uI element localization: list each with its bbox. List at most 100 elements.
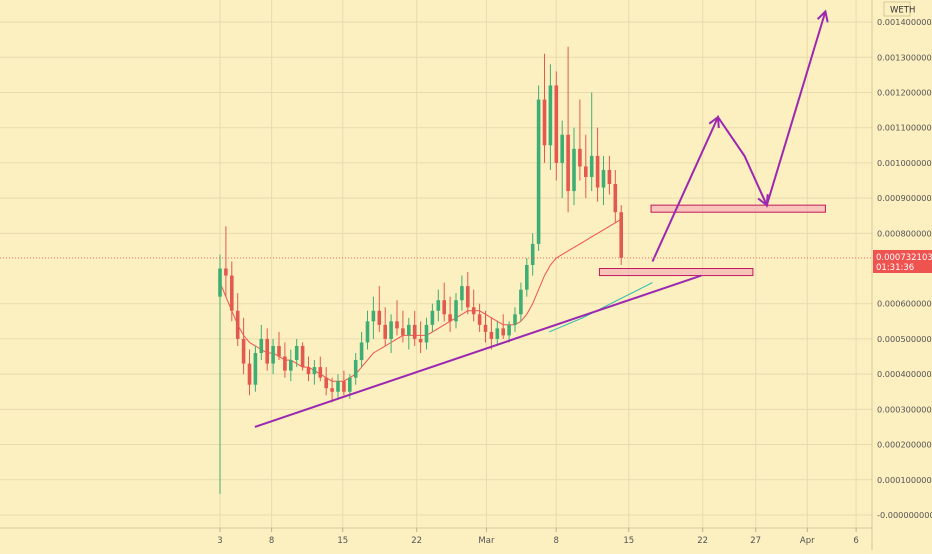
candle-body — [489, 331, 494, 339]
drawings — [254, 9, 829, 428]
candle-body — [430, 310, 435, 325]
candle-body — [566, 134, 570, 192]
symbol-badge[interactable]: WETH — [883, 1, 915, 17]
time-axis[interactable]: 3 8 15 22 Mar 8 15 22 27 Apr 6 — [217, 528, 859, 546]
candle-body — [407, 324, 411, 336]
candles — [218, 46, 623, 494]
time-axis-tick-label: 15 — [337, 536, 348, 546]
time-axis-tick-label: 15 — [623, 536, 634, 546]
time-axis-tick-label: 6 — [853, 536, 858, 546]
candle-body — [519, 289, 523, 315]
candle-body — [277, 345, 281, 357]
candle-body — [471, 307, 476, 315]
price-axis-tick-label: 0.0013000000 — [877, 52, 932, 62]
candle-body — [501, 328, 505, 336]
candle-body — [359, 342, 364, 361]
candle-body — [495, 328, 500, 339]
candle-body — [424, 324, 429, 343]
time-axis-tick-label: Mar — [478, 536, 495, 546]
candle-body — [271, 345, 275, 364]
candle-body — [294, 345, 299, 361]
price-axis-tick-label: 0.0006000000 — [877, 299, 932, 309]
grid-lines — [0, 0, 873, 550]
candle-body — [607, 169, 612, 185]
arrow-head — [708, 115, 720, 129]
candle-body — [224, 268, 228, 276]
moving-average-teal-line — [549, 282, 653, 333]
candle-body — [525, 265, 529, 290]
candle-body — [395, 321, 399, 329]
candle-body — [466, 286, 470, 308]
candle-body — [454, 300, 458, 322]
candle-body — [353, 360, 358, 378]
candle-body — [318, 367, 323, 378]
candle-body — [324, 377, 328, 389]
candle-body — [253, 353, 258, 385]
candle-body — [601, 169, 606, 188]
time-axis-tick-label: 22 — [697, 536, 708, 546]
price-axis-tick-label: 0.0010000000 — [877, 158, 932, 168]
candle-body — [342, 381, 346, 392]
price-axis-tick-label: 0.0008000000 — [877, 228, 932, 238]
price-axis-tick-label: 0.0003000000 — [877, 404, 932, 414]
time-axis-tick-label: 22 — [411, 536, 422, 546]
candle-body — [330, 388, 334, 392]
price-axis[interactable]: 0.0014000000 0.0013000000 0.0012000000 0.00… — [877, 17, 932, 520]
arrow-head — [757, 194, 769, 208]
candle-body — [619, 212, 623, 258]
candle-body — [448, 314, 452, 322]
candle-body — [513, 314, 517, 325]
candle-body — [230, 275, 234, 311]
candle-body — [613, 184, 618, 213]
arrow-head — [816, 9, 829, 23]
candle-body — [412, 324, 417, 339]
candle-body — [241, 338, 246, 364]
price-axis-tick-label: 0.0012000000 — [877, 87, 932, 97]
candle-body — [595, 155, 600, 188]
time-axis-tick-label: 8 — [269, 536, 274, 546]
target-zone — [650, 204, 826, 213]
candle-body — [554, 85, 559, 163]
price-tag-countdown: 01:31:36 — [876, 263, 914, 273]
symbol-badge-box — [883, 1, 911, 17]
candle-body — [442, 300, 446, 315]
candle-body — [477, 314, 482, 325]
candle-body — [336, 381, 340, 392]
candle-body — [542, 99, 547, 146]
candle-body — [401, 328, 405, 336]
candle-body — [218, 268, 222, 297]
price-tag-value: 0.0007321030 — [876, 253, 932, 263]
candle-body — [389, 321, 393, 339]
target-zone — [598, 268, 754, 277]
candle-body — [507, 324, 511, 336]
candle-body — [584, 166, 588, 177]
candle-body — [235, 310, 240, 339]
price-axis-tick-label: 0.0009000000 — [877, 193, 932, 203]
candle-body — [259, 338, 264, 354]
price-axis-tick-label: 0.0005000000 — [877, 334, 932, 344]
candle-body — [300, 345, 305, 368]
price-axis-tick-label: 0.0004000000 — [877, 369, 932, 379]
price-axis-tick-label: -0.0000000000 — [877, 510, 932, 520]
candle-body — [348, 377, 352, 392]
candle-body — [365, 321, 370, 343]
candle-body — [572, 148, 576, 192]
candle-body — [383, 324, 387, 339]
candle-body — [530, 243, 535, 265]
candle-body — [371, 310, 376, 322]
candle-body — [560, 134, 564, 163]
time-axis-tick-label: Apr — [800, 536, 815, 546]
candle-body — [377, 310, 382, 325]
price-tag: 0.0007321030 01:31:36 — [873, 250, 932, 273]
price-axis-tick-label: 0.0011000000 — [877, 123, 932, 133]
candle-body — [460, 286, 464, 301]
symbol-label: WETH — [890, 6, 915, 16]
candle-body — [578, 148, 582, 167]
price-tag-box — [873, 250, 932, 273]
candle-body — [283, 356, 287, 371]
candle-body — [312, 367, 317, 375]
price-axis-tick-label: 0.0014000000 — [877, 17, 932, 27]
